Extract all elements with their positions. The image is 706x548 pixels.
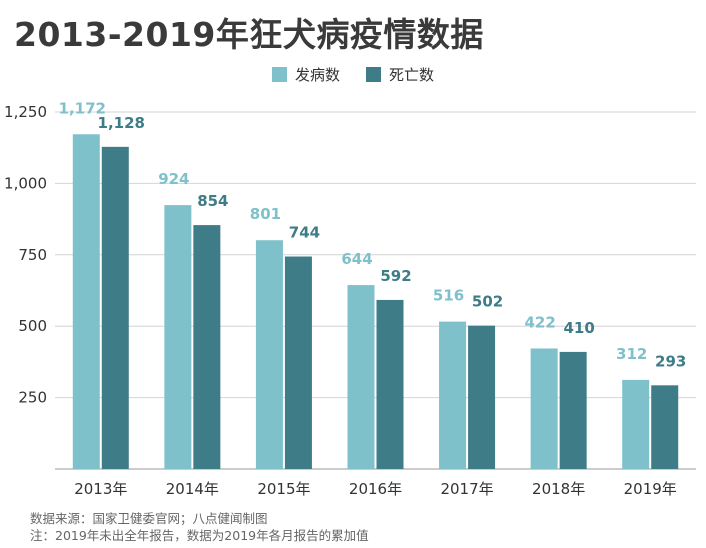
y-tick-label: 500 [18,317,47,335]
x-tick-label: 2015年 [257,480,310,498]
bar-incidence [530,348,558,469]
x-tick-label: 2017年 [440,480,493,498]
x-tick-label: 2018年 [532,480,585,498]
y-tick-label: 1,250 [4,103,47,121]
x-tick-label: 2016年 [349,480,402,498]
footnotes: 数据来源：国家卫健委官网；八点健闻制图 注：2019年未出全年报告，数据为201… [30,510,369,544]
bar-deaths [193,225,221,469]
bar-deaths [651,385,679,469]
bar-deaths [284,256,312,469]
bar-deaths [376,299,404,469]
data-label-deaths: 744 [289,224,320,242]
source-note: 数据来源：国家卫健委官网；八点健闻制图 [30,511,268,526]
bar-incidence [347,285,375,469]
data-note: 注：2019年未出全年报告，数据为2019年各月报告的累加值 [30,528,369,543]
data-label-deaths: 854 [197,192,228,210]
bar-incidence [255,240,283,469]
legend-swatch-incidence [271,67,287,82]
data-label-deaths: 502 [472,293,503,311]
data-label-deaths: 592 [380,267,411,285]
y-tick-label: 1,000 [4,174,47,192]
data-label-incidence: 516 [433,287,464,305]
legend-label-incidence: 发病数 [294,66,340,84]
legend-swatch-deaths [366,67,381,82]
x-tick-label: 2019年 [624,480,677,498]
y-tick-label: 250 [18,389,47,407]
legend-item-incidence: 发病数 [271,64,340,85]
bar-incidence [164,205,192,470]
bar-incidence [622,379,650,469]
data-label-incidence: 312 [616,345,647,363]
data-label-deaths: 293 [655,352,686,370]
x-tick-label: 2013年 [74,480,127,498]
legend-item-deaths: 死亡数 [366,64,434,85]
data-label-incidence: 644 [341,250,372,268]
bar-incidence [439,321,467,469]
data-label-deaths: 410 [563,319,594,337]
chart-title: 2013-2019年狂犬病疫情数据 [14,15,484,54]
data-label-incidence: 1,172 [59,99,106,117]
y-tick-label: 750 [18,246,47,264]
data-label-incidence: 924 [158,170,189,188]
bar-deaths [468,325,496,469]
legend: 发病数 死亡数 [0,64,706,85]
bar-deaths [559,351,587,469]
bar-deaths [101,146,129,469]
legend-label-deaths: 死亡数 [389,66,435,84]
x-tick-label: 2014年 [166,480,219,498]
bar-incidence [72,134,100,469]
data-label-incidence: 801 [250,205,281,223]
data-label-incidence: 422 [524,313,555,331]
data-label-deaths: 1,128 [98,114,145,132]
